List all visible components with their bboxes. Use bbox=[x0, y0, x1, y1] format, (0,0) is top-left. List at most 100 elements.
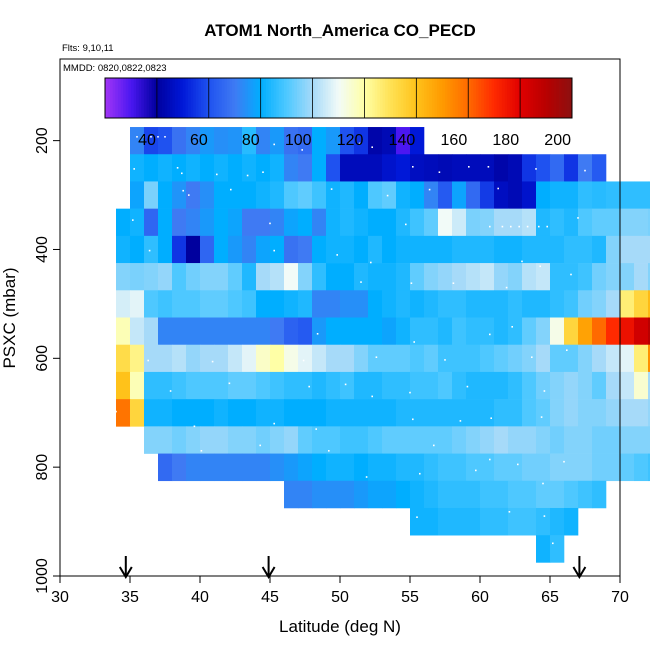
heatmap-cell bbox=[438, 344, 453, 373]
heatmap-cell bbox=[158, 235, 173, 264]
colorbar-segment bbox=[128, 78, 132, 118]
heatmap-cell bbox=[214, 399, 229, 427]
colorbar-segment bbox=[273, 78, 277, 118]
x-tick-label: 40 bbox=[191, 589, 209, 606]
heatmap-cell bbox=[130, 371, 145, 400]
colorbar-segment bbox=[343, 78, 347, 118]
heatmap-cell bbox=[326, 480, 341, 509]
heatmap-cell bbox=[424, 290, 439, 318]
colorbar-segment bbox=[351, 78, 355, 118]
heatmap-cell bbox=[634, 399, 649, 427]
colorbar-segment bbox=[169, 78, 173, 118]
colorbar-segment bbox=[380, 78, 383, 118]
heatmap-cell bbox=[172, 317, 187, 346]
colorbar-segment bbox=[421, 78, 425, 118]
heatmap-cell bbox=[592, 480, 607, 509]
heatmap-cell bbox=[578, 453, 593, 482]
heatmap-cell bbox=[494, 480, 509, 509]
colorbar-segment bbox=[566, 78, 570, 118]
heatmap-cell bbox=[214, 127, 229, 155]
x-tick-label: 30 bbox=[51, 589, 69, 606]
heatmap-cell bbox=[536, 371, 551, 400]
heatmap-cell bbox=[242, 371, 257, 400]
colorbar-segment bbox=[252, 78, 256, 118]
colorbar-segment bbox=[496, 78, 500, 118]
colorbar-segment bbox=[354, 78, 358, 118]
heatmap-cell bbox=[466, 480, 481, 509]
heatmap-cell bbox=[354, 344, 369, 373]
heatmap-cell bbox=[130, 181, 145, 209]
sample-marker bbox=[358, 142, 361, 145]
heatmap-cell bbox=[466, 208, 481, 237]
heatmap-cell bbox=[620, 263, 635, 291]
colorbar-segment bbox=[514, 78, 518, 118]
x-tick-label: 55 bbox=[401, 589, 419, 606]
colorbar-segment bbox=[333, 78, 337, 118]
heatmap-cell bbox=[368, 480, 383, 509]
heatmap-cell bbox=[270, 317, 285, 346]
colorbar-segment bbox=[504, 78, 508, 118]
heatmap-cell bbox=[508, 507, 523, 536]
heatmap-cell bbox=[186, 426, 201, 454]
sample-marker bbox=[539, 265, 541, 268]
colorbar-segment bbox=[299, 78, 303, 118]
heatmap-cell bbox=[606, 208, 621, 237]
heatmap-cell bbox=[186, 399, 201, 427]
heatmap-cell bbox=[536, 235, 551, 264]
heatmap-cell bbox=[396, 263, 411, 291]
heatmap-cell bbox=[200, 154, 215, 182]
sample-marker bbox=[211, 360, 214, 363]
heatmap-cell bbox=[522, 317, 537, 346]
sample-marker bbox=[505, 286, 508, 289]
colorbar-segment bbox=[213, 78, 217, 118]
heatmap-cell bbox=[354, 290, 369, 318]
heatmap-cell bbox=[424, 154, 439, 182]
heatmap-cell bbox=[144, 290, 159, 318]
sample-marker bbox=[458, 148, 460, 150]
heatmap-cell bbox=[312, 480, 327, 509]
heatmap-cell bbox=[634, 290, 649, 318]
heatmap-cell bbox=[410, 507, 425, 536]
heatmap-cell bbox=[228, 235, 243, 264]
heatmap-cell bbox=[256, 154, 271, 182]
heatmap-cell bbox=[312, 127, 327, 155]
heatmap-cell bbox=[452, 426, 467, 454]
colorbar-segment bbox=[198, 78, 202, 118]
heatmap-cell bbox=[578, 235, 593, 264]
heatmap-cell bbox=[158, 208, 173, 237]
heatmap-cell bbox=[648, 181, 650, 209]
heatmap-cell bbox=[298, 154, 313, 182]
heatmap-cell bbox=[312, 154, 327, 182]
heatmap-cell bbox=[312, 181, 327, 209]
sample-marker bbox=[489, 458, 491, 461]
heatmap-cells bbox=[116, 127, 650, 563]
sample-marker bbox=[136, 136, 138, 138]
sample-marker bbox=[148, 249, 151, 252]
heatmap-cell bbox=[200, 290, 215, 318]
colorbar-segment bbox=[182, 78, 186, 118]
colorbar-segment bbox=[190, 78, 194, 118]
sample-marker bbox=[273, 143, 275, 146]
sample-marker bbox=[552, 542, 554, 545]
heatmap-cell bbox=[536, 344, 551, 373]
colorbar-segment bbox=[130, 78, 134, 118]
heatmap-cell bbox=[200, 399, 215, 427]
sample-marker bbox=[409, 391, 411, 394]
sample-marker bbox=[486, 148, 488, 151]
colorbar-segment bbox=[509, 78, 513, 118]
colorbar-segment bbox=[564, 78, 568, 118]
colorbar-segment bbox=[110, 78, 114, 118]
heatmap-cell bbox=[396, 426, 411, 454]
colorbar-segment bbox=[224, 78, 228, 118]
heatmap-cell bbox=[508, 317, 523, 346]
heatmap-cell bbox=[648, 453, 650, 482]
dates-label: MMDD: 0820,0822,0823 bbox=[63, 63, 167, 74]
heatmap-cell bbox=[382, 290, 397, 318]
heatmap-cell bbox=[284, 399, 299, 427]
sample-marker bbox=[371, 395, 373, 398]
heatmap-cell bbox=[340, 127, 355, 155]
heatmap-cell bbox=[354, 317, 369, 346]
heatmap-cell bbox=[172, 208, 187, 237]
sample-marker bbox=[472, 148, 474, 150]
colorbar-segment bbox=[372, 78, 376, 118]
